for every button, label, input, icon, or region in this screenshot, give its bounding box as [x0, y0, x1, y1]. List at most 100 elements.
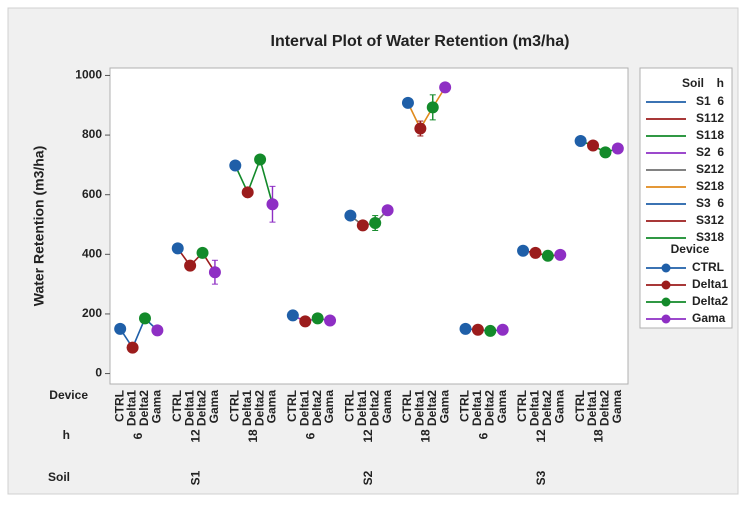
point [311, 312, 324, 325]
legend-label: 18 [711, 128, 725, 142]
legend-title: h [717, 76, 724, 90]
group-line [349, 209, 389, 227]
device-label: CTRL [458, 390, 472, 422]
device-label: Gama [322, 390, 336, 424]
legend-swatch [661, 280, 671, 290]
point [266, 198, 279, 211]
device-label: Delta1 [182, 390, 196, 426]
device-label: Gama [265, 390, 279, 424]
legend-label: 6 [717, 145, 724, 159]
device-label: CTRL [515, 390, 529, 422]
legend-label: 18 [711, 230, 725, 244]
device-label: Delta2 [482, 390, 496, 426]
point [401, 96, 414, 109]
y-tick-label: 200 [82, 306, 102, 320]
device-label: Delta2 [598, 390, 612, 426]
device-label: Delta1 [125, 390, 139, 426]
point [126, 341, 139, 354]
plot-area [109, 67, 629, 385]
legend-title: Soil [682, 76, 704, 90]
point [587, 139, 600, 152]
point [286, 309, 299, 322]
point [344, 209, 357, 222]
legend-label: Delta1 [692, 277, 728, 291]
device-label: Delta2 [195, 390, 209, 426]
point [439, 81, 452, 94]
point [471, 323, 484, 336]
device-label: Delta1 [470, 390, 484, 426]
legend-label: CTRL [692, 260, 724, 274]
h-label: 18 [591, 429, 605, 443]
group-line [465, 328, 503, 332]
y-tick-label: 800 [82, 127, 102, 141]
point [426, 101, 439, 114]
point [196, 246, 209, 259]
device-label: Delta2 [425, 390, 439, 426]
row-label: Soil [48, 470, 70, 484]
point [299, 315, 312, 328]
y-tick-label: 0 [95, 366, 102, 380]
point [381, 204, 394, 217]
device-label: Gama [552, 390, 566, 424]
legend-label: Delta2 [692, 294, 728, 308]
point [114, 322, 127, 335]
point [541, 249, 554, 262]
point [414, 122, 427, 135]
device-label: Gama [207, 390, 221, 424]
soil-label: S1 [189, 470, 203, 485]
device-label: Delta2 [252, 390, 266, 426]
legend-label: S1 [696, 128, 711, 142]
h-label: 18 [419, 429, 433, 443]
device-label: CTRL [400, 390, 414, 422]
legend-label: S2 [696, 162, 711, 176]
soil-label: S3 [534, 470, 548, 485]
device-label: Delta2 [540, 390, 554, 426]
point [574, 135, 587, 148]
device-label: Delta1 [355, 390, 369, 426]
y-tick-label: 1000 [75, 68, 102, 82]
row-label: Device [49, 388, 88, 402]
legend-label: S3 [696, 196, 711, 210]
h-label: 6 [304, 432, 318, 439]
legend-label: 6 [717, 196, 724, 210]
h-label: 6 [476, 432, 490, 439]
point [484, 324, 497, 337]
point [611, 142, 624, 155]
device-label: CTRL [343, 390, 357, 422]
point [171, 242, 184, 255]
h-label: 12 [189, 429, 203, 443]
point [241, 186, 254, 199]
group-line [522, 249, 561, 257]
device-label: Gama [150, 390, 164, 424]
device-label: CTRL [285, 390, 299, 422]
point [554, 248, 567, 261]
point [459, 322, 472, 335]
group-line [292, 314, 331, 323]
h-label: 12 [534, 429, 548, 443]
legend-swatch [661, 314, 671, 324]
y-axis-label: Water Retention (m3/ha) [31, 146, 47, 307]
chart-title: Interval Plot of Water Retention (m3/ha) [271, 33, 570, 50]
group-line [177, 247, 216, 273]
point [496, 323, 509, 336]
point [229, 159, 242, 172]
legend-label: S3 [696, 213, 711, 227]
group-line [580, 140, 619, 154]
device-label: Delta1 [528, 390, 542, 426]
device-label: Delta2 [310, 390, 324, 426]
device-label: Delta1 [297, 390, 311, 426]
device-label: CTRL [227, 390, 241, 422]
soil-label: S2 [361, 470, 375, 485]
point [138, 312, 151, 325]
y-tick-label: 400 [82, 246, 102, 260]
legend-title: Device [671, 242, 710, 256]
device-label: CTRL [170, 390, 184, 422]
device-label: Delta1 [413, 390, 427, 426]
h-label: 12 [361, 429, 375, 443]
point [356, 219, 369, 232]
legend-label: 12 [711, 213, 725, 227]
legend-swatch [661, 297, 671, 307]
legend-label: S3 [696, 230, 711, 244]
